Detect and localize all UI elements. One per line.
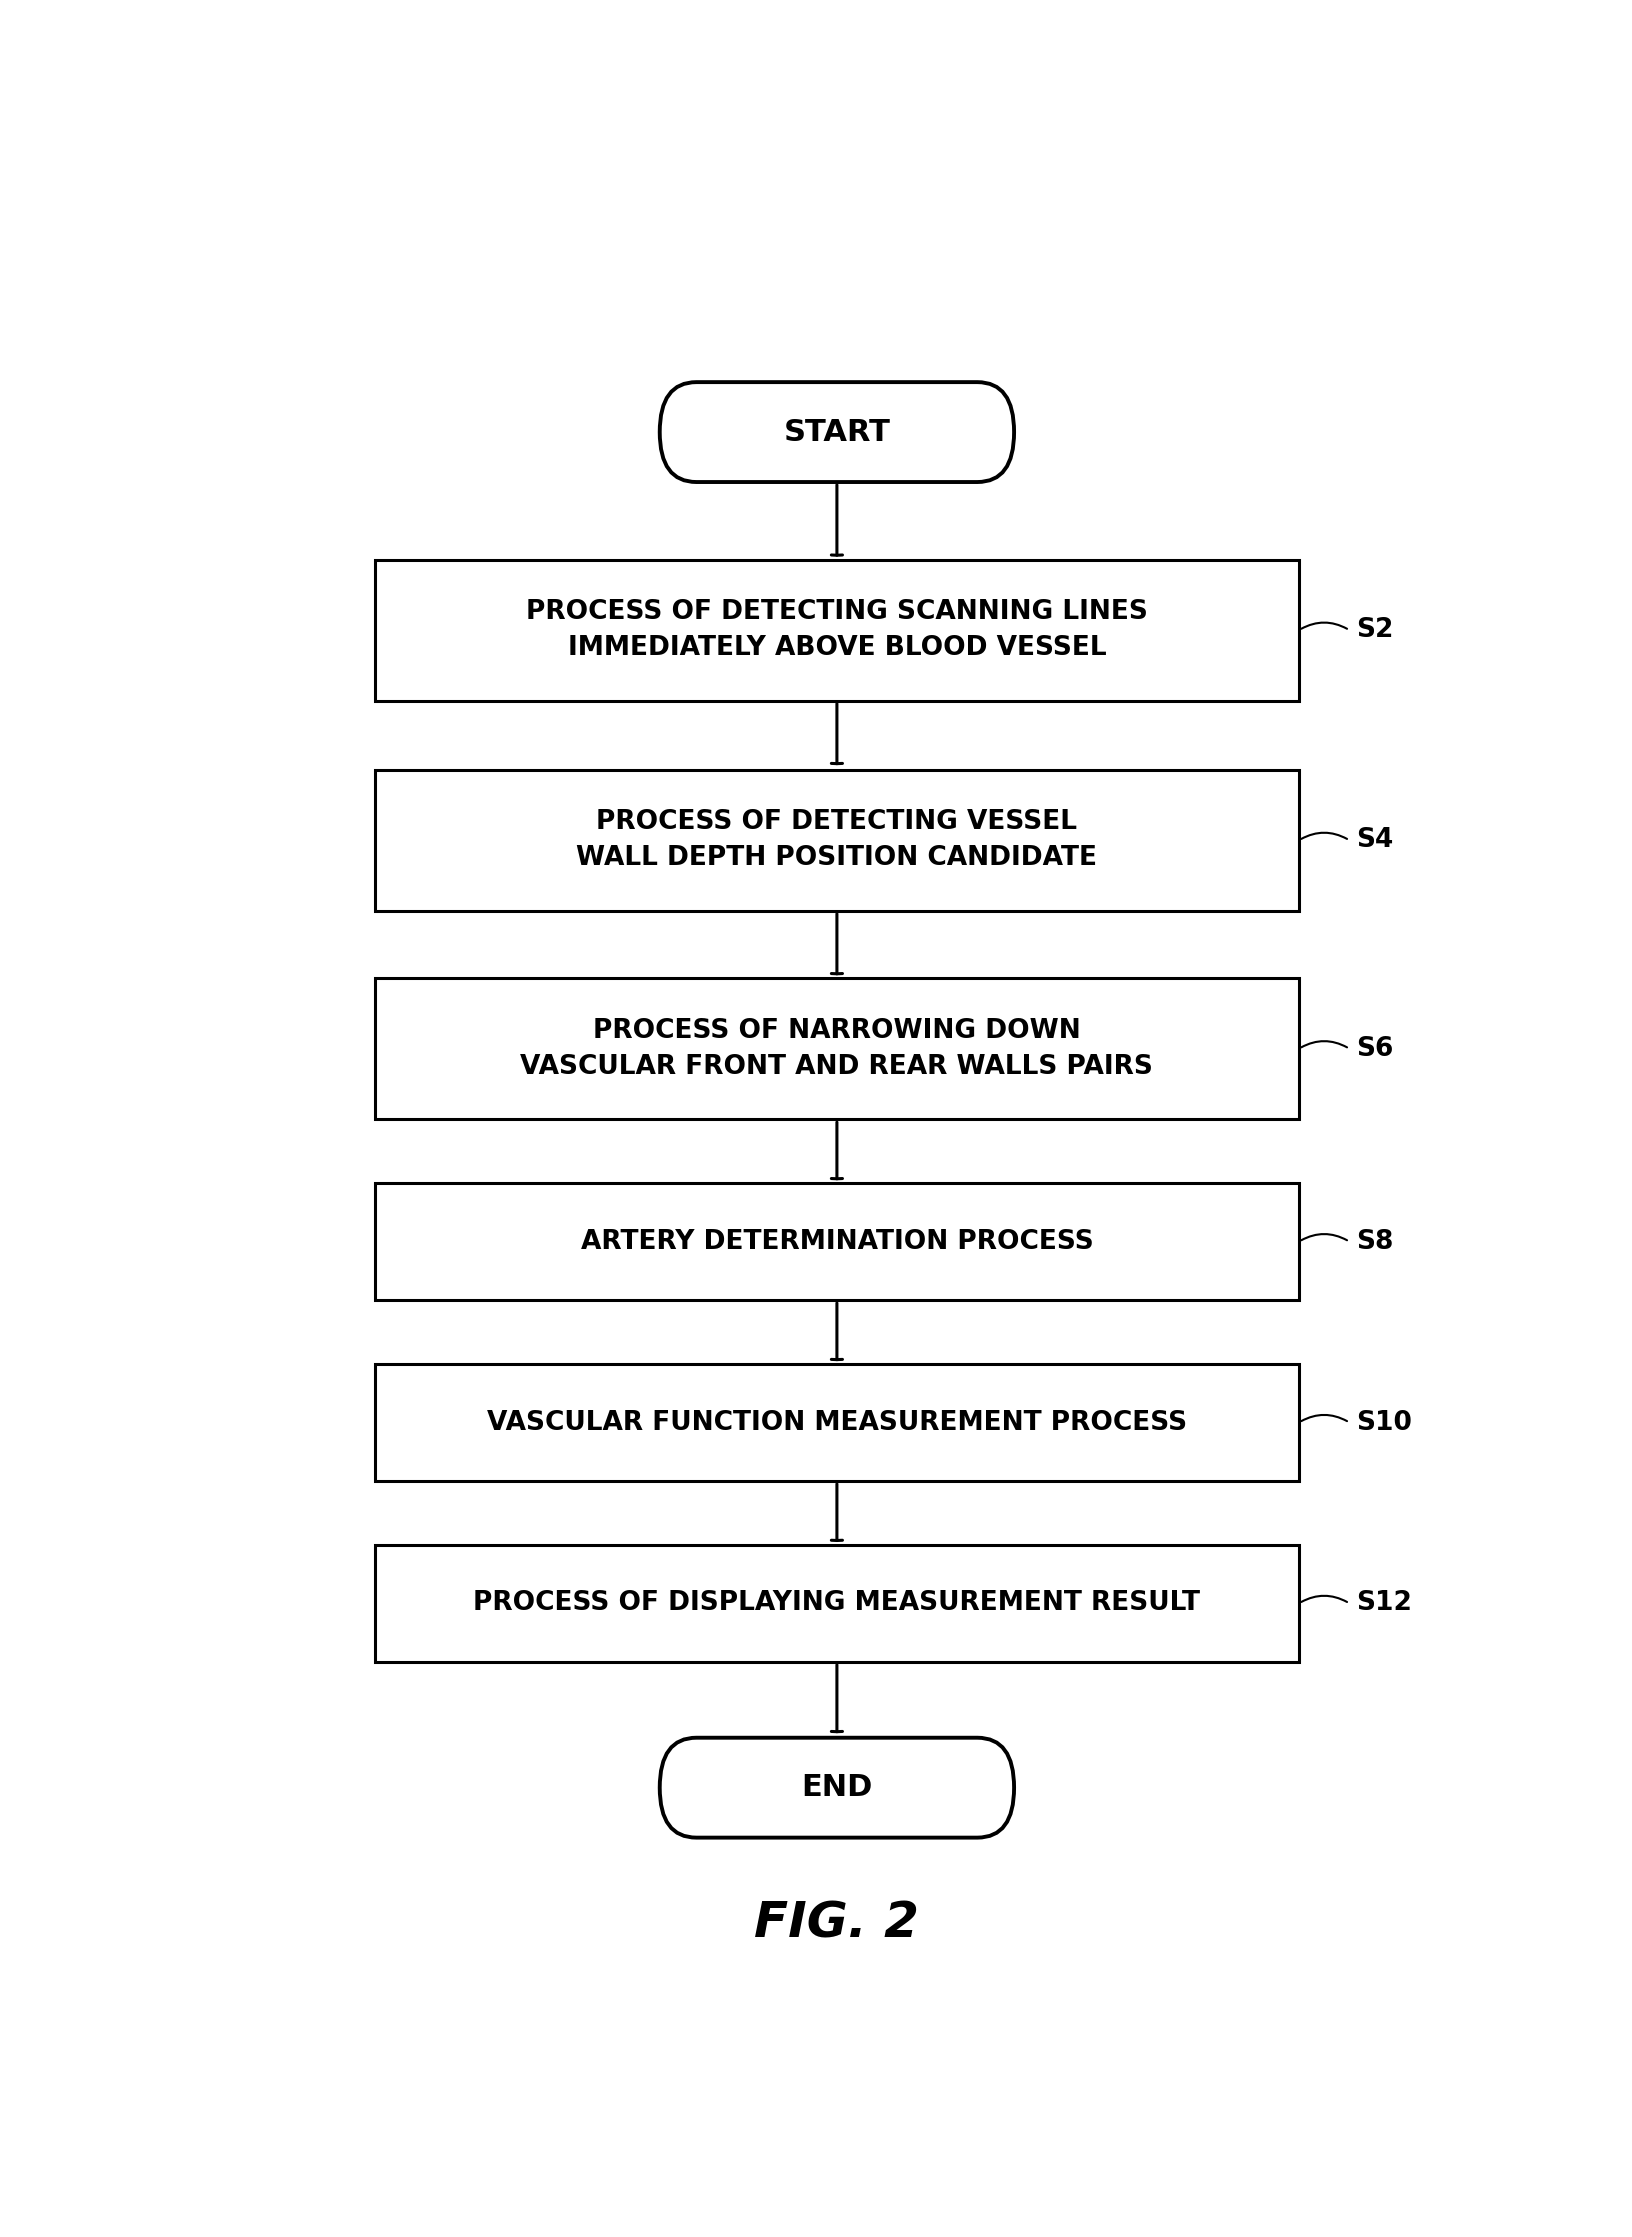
Text: END: END <box>801 1774 871 1803</box>
FancyBboxPatch shape <box>375 770 1297 910</box>
Text: S10: S10 <box>1355 1409 1410 1436</box>
Text: ARTERY DETERMINATION PROCESS: ARTERY DETERMINATION PROCESS <box>581 1228 1092 1255</box>
Text: S6: S6 <box>1355 1036 1392 1063</box>
Text: S2: S2 <box>1355 617 1392 644</box>
FancyBboxPatch shape <box>375 1365 1297 1481</box>
Text: S8: S8 <box>1355 1228 1392 1255</box>
Text: START: START <box>783 418 889 447</box>
Text: S12: S12 <box>1355 1591 1410 1617</box>
FancyBboxPatch shape <box>375 559 1297 700</box>
FancyBboxPatch shape <box>375 1546 1297 1662</box>
FancyBboxPatch shape <box>659 383 1013 481</box>
Text: PROCESS OF NARROWING DOWN
VASCULAR FRONT AND REAR WALLS PAIRS: PROCESS OF NARROWING DOWN VASCULAR FRONT… <box>521 1018 1152 1080</box>
FancyBboxPatch shape <box>659 1738 1013 1837</box>
FancyBboxPatch shape <box>375 1183 1297 1300</box>
Text: PROCESS OF DISPLAYING MEASUREMENT RESULT: PROCESS OF DISPLAYING MEASUREMENT RESULT <box>473 1591 1200 1617</box>
Text: PROCESS OF DETECTING VESSEL
WALL DEPTH POSITION CANDIDATE: PROCESS OF DETECTING VESSEL WALL DEPTH P… <box>576 810 1097 870</box>
Text: PROCESS OF DETECTING SCANNING LINES
IMMEDIATELY ABOVE BLOOD VESSEL: PROCESS OF DETECTING SCANNING LINES IMME… <box>526 600 1147 662</box>
Text: S4: S4 <box>1355 828 1392 852</box>
Text: FIG. 2: FIG. 2 <box>754 1899 919 1948</box>
FancyBboxPatch shape <box>375 978 1297 1118</box>
Text: VASCULAR FUNCTION MEASUREMENT PROCESS: VASCULAR FUNCTION MEASUREMENT PROCESS <box>486 1409 1186 1436</box>
